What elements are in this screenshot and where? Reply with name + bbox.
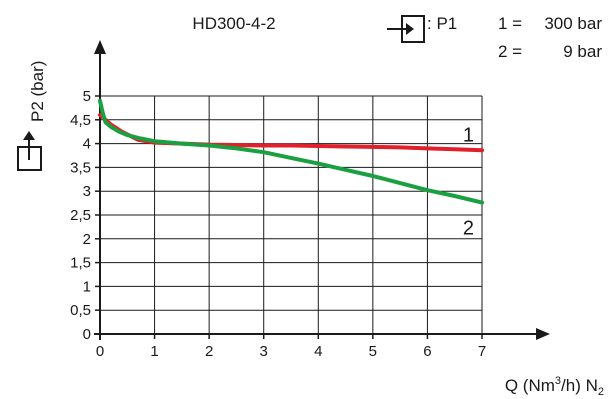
y-tick-label-9: 4,5 [70, 112, 91, 129]
x-tick-label-7: 7 [478, 343, 486, 360]
y-axis-label: P2 (bar) [28, 61, 47, 122]
chart-title: HD300-4-2 [192, 14, 275, 33]
legend-key-2: 2 = [498, 42, 522, 61]
y-axis-arrow [94, 40, 106, 54]
y-tick-label-3: 1,5 [70, 255, 91, 272]
x-tick-label-0: 0 [96, 343, 104, 360]
y-tick-label-8: 4 [83, 136, 91, 153]
x-tick-label-4: 4 [314, 343, 322, 360]
y-tick-label-6: 3 [83, 183, 91, 200]
series-line-2 [98, 98, 484, 205]
y-tick-label-0: 0 [83, 326, 91, 343]
tick-labels: 0 1 2 3 4 5 6 700,511,522,533,544,55 [70, 88, 486, 360]
inlet-pressure-label: : P1 [427, 14, 457, 33]
y-tick-label-1: 0,5 [70, 302, 91, 319]
series-label-1: 1 [463, 124, 474, 146]
grid-lines [100, 95, 483, 334]
x-tick-label-5: 5 [369, 343, 377, 360]
series-label-2: 2 [463, 218, 474, 240]
y-tick-label-4: 2 [83, 231, 91, 248]
y-tick-label-10: 5 [83, 88, 91, 105]
y-tick-label-7: 3,5 [70, 159, 91, 176]
x-tick-label-6: 6 [423, 343, 431, 360]
y-tick-label-2: 1 [83, 278, 91, 295]
x-tick-label-1: 1 [150, 343, 158, 360]
x-axis-arrow [536, 328, 550, 340]
series-lines [98, 98, 484, 205]
x-tick-label-3: 3 [260, 343, 268, 360]
x-axis-label: Q (Nm3/h) N2 [505, 375, 604, 398]
y-tick-label-5: 2,5 [70, 207, 91, 224]
legend-value-1: 300 bar [544, 14, 602, 33]
legend-key-1: 1 = [498, 14, 522, 33]
inlet-pressure-icon [387, 15, 425, 43]
outlet-pressure-icon [17, 131, 42, 171]
legend-value-2: 9 bar [563, 42, 602, 61]
x-tick-label-2: 2 [205, 343, 213, 360]
series-labels: 12 [463, 124, 474, 239]
